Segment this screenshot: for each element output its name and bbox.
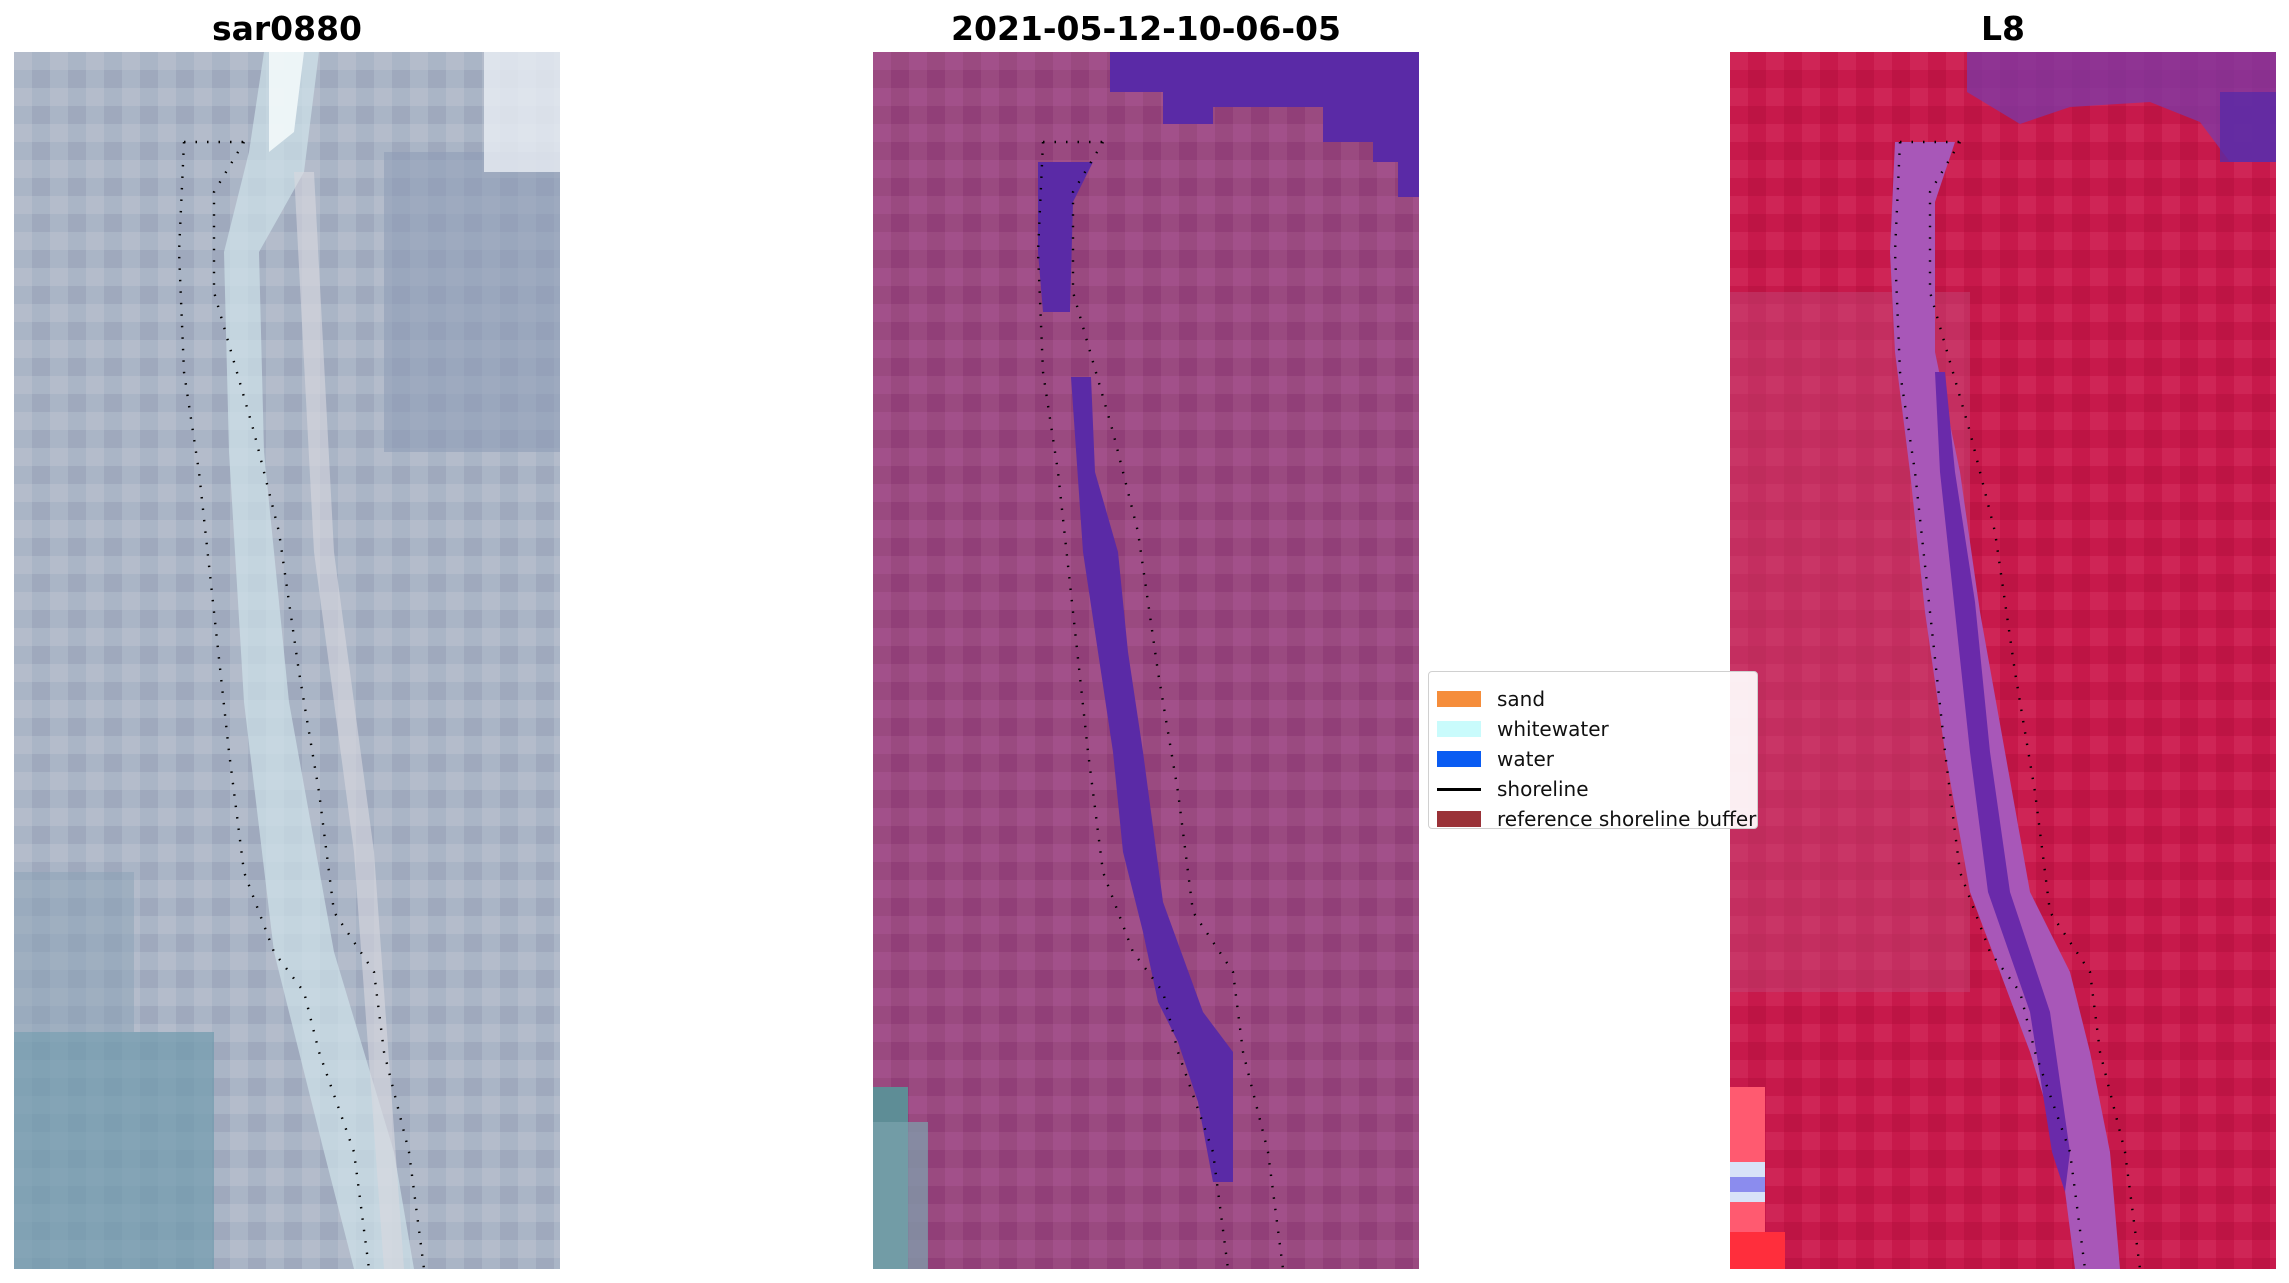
whitewater-swatch-icon — [1437, 721, 1481, 737]
legend-item-reference-shoreline-buffer: reference shoreline buffer — [1437, 804, 1757, 829]
legend-item-water: water — [1437, 744, 1554, 774]
false-color-composite-image — [1730, 52, 2276, 1269]
legend-label: water — [1497, 747, 1554, 771]
panel-title-0: sar0880 — [211, 9, 363, 48]
legend-item-sand: sand — [1437, 684, 1545, 714]
legend-label: sand — [1497, 687, 1546, 711]
reference-buffer-swatch-icon — [1437, 811, 1481, 827]
panel-title-1: 2021-05-12-10-06-05 — [951, 9, 1341, 48]
sand-swatch-icon — [1437, 691, 1481, 707]
water-swatch-icon — [1437, 751, 1481, 767]
rgb-composite-image — [14, 52, 560, 1269]
classified-image — [873, 52, 1419, 1269]
legend-label: whitewater — [1497, 717, 1609, 741]
legend-label: reference shoreline buffer — [1497, 807, 1757, 829]
legend: sand whitewater water shoreline referenc… — [1428, 671, 1758, 829]
legend-label: shoreline — [1497, 777, 1589, 801]
legend-item-shoreline: shoreline — [1437, 774, 1589, 804]
legend-item-whitewater: whitewater — [1437, 714, 1609, 744]
shoreline-line-icon — [1437, 787, 1481, 791]
panel-title-2: L8 — [1981, 9, 2025, 48]
